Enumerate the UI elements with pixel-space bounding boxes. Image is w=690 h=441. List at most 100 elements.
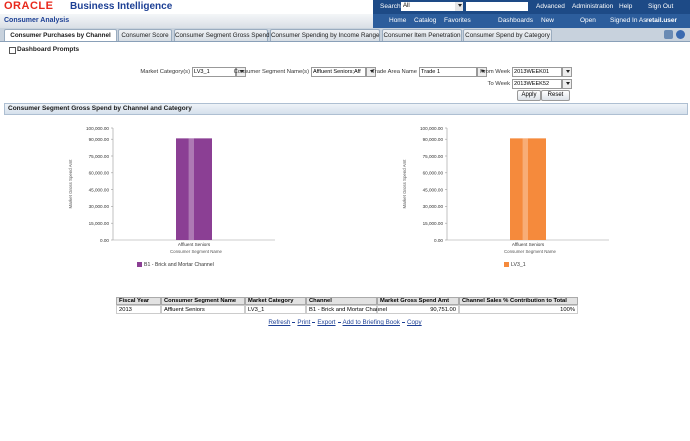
prompt-label: From Week bbox=[480, 69, 510, 75]
app-title: Business Intelligence bbox=[70, 1, 173, 12]
dashboard-title: Consumer Analysis bbox=[4, 17, 70, 24]
section-title: Consumer Segment Gross Spend by Channel … bbox=[8, 105, 192, 112]
x-axis-label: Consumer Segment Name bbox=[504, 249, 557, 254]
prompt-label: Consumer Segment Name(s) bbox=[233, 69, 309, 75]
table-cell: 100% bbox=[459, 305, 578, 314]
table-cell: Affluent Seniors bbox=[161, 305, 245, 314]
report-link[interactable]: Add to Briefing Book bbox=[342, 319, 400, 326]
table-header: Fiscal Year bbox=[116, 297, 161, 305]
bar bbox=[176, 138, 212, 240]
search-scope[interactable]: All bbox=[401, 2, 455, 11]
y-tick-label: 30,000.00 bbox=[89, 204, 110, 209]
prompt-value[interactable]: Trade 1 bbox=[419, 67, 477, 77]
report-link[interactable]: Refresh bbox=[268, 319, 291, 326]
link-separator bbox=[337, 322, 341, 323]
link-separator bbox=[292, 322, 296, 323]
search-box[interactable] bbox=[466, 2, 528, 11]
y-tick-label: 60,000.00 bbox=[423, 171, 444, 176]
x-tick-label: Affluent Seniors bbox=[512, 242, 545, 247]
prompt-dropdown[interactable] bbox=[366, 67, 376, 77]
y-tick-label: 0.00 bbox=[434, 238, 443, 243]
nav-item[interactable]: New bbox=[541, 17, 555, 24]
legend-swatch bbox=[504, 262, 509, 267]
prompt-dropdown[interactable] bbox=[236, 67, 246, 77]
x-tick-label: Affluent Seniors bbox=[178, 242, 211, 247]
y-axis-label: Market Gross Spend Amt bbox=[402, 159, 407, 209]
prompt-value[interactable]: LV3_1 bbox=[192, 67, 236, 77]
top-link[interactable]: Sign Out bbox=[648, 3, 674, 10]
prompt-dropdown[interactable] bbox=[477, 67, 487, 77]
table-header: Market Category bbox=[245, 297, 306, 305]
signed-in-label: Signed In As bbox=[610, 17, 647, 24]
prompts-title: Dashboard Prompts bbox=[17, 46, 80, 53]
table-header: Consumer Segment Name bbox=[161, 297, 245, 305]
page-options-icon[interactable] bbox=[664, 30, 673, 39]
table-header: Channel Sales % Contribution to Total bbox=[459, 297, 578, 305]
y-tick-label: 90,000.00 bbox=[89, 137, 110, 142]
top-link[interactable]: Advanced bbox=[536, 3, 565, 10]
prompt-value[interactable]: 2013WEEK01 bbox=[512, 67, 562, 77]
prompt-button[interactable]: Apply bbox=[517, 90, 541, 101]
search-scope-arrow[interactable] bbox=[455, 2, 463, 11]
nav-item[interactable]: Favorites bbox=[444, 17, 471, 24]
dashboard-tab[interactable]: Consumer Item Penetration bbox=[382, 29, 462, 41]
collapse-icon[interactable] bbox=[9, 47, 16, 54]
y-tick-label: 15,000.00 bbox=[423, 221, 444, 226]
top-link[interactable]: Administration bbox=[572, 3, 614, 10]
prompt-label: Trade Area Name bbox=[371, 69, 417, 75]
y-tick-label: 30,000.00 bbox=[423, 204, 444, 209]
y-axis-label: Market Gross Spend Amt bbox=[68, 159, 73, 209]
legend-swatch bbox=[137, 262, 142, 267]
table-cell: 90,751.00 bbox=[377, 305, 459, 314]
top-link[interactable]: Help bbox=[619, 3, 633, 10]
y-tick-label: 60,000.00 bbox=[89, 171, 110, 176]
report-links: Refresh Print Export Add to Briefing Book Co… bbox=[0, 319, 690, 326]
charts: 0.00 15,000.00 30,000.00 45,000.00 60,000.00… bbox=[68, 126, 609, 268]
prompt-button[interactable]: Reset bbox=[541, 90, 570, 101]
prompt-dropdown[interactable] bbox=[562, 67, 572, 77]
help-icon[interactable] bbox=[676, 30, 685, 39]
y-tick-label: 90,000.00 bbox=[423, 137, 444, 142]
y-tick-label: 75,000.00 bbox=[89, 154, 110, 159]
legend-label: B1 - Brick and Mortar Channel bbox=[144, 262, 214, 268]
prompt-label: To Week bbox=[487, 81, 510, 87]
report-link[interactable]: Copy bbox=[406, 319, 422, 326]
prompt-value[interactable]: 2013WEEK52 bbox=[512, 79, 562, 89]
table-cell: 2013 bbox=[116, 305, 161, 314]
prompt-value[interactable]: Affluent Seniors;Aff bbox=[311, 67, 366, 77]
table-cell: B1 - Brick and Mortar Channel bbox=[306, 305, 387, 314]
nav-bar bbox=[373, 14, 690, 28]
x-axis-label: Consumer Segment Name bbox=[170, 249, 223, 254]
dashboard-tab[interactable]: Consumer Purchases by Channel bbox=[4, 29, 117, 41]
bar bbox=[510, 138, 546, 240]
dashboard-tab[interactable]: Consumer Score bbox=[118, 29, 172, 41]
table-header: Channel bbox=[306, 297, 377, 305]
table-cell: LV3_1 bbox=[245, 305, 306, 314]
y-tick-label: 100,000.00 bbox=[86, 126, 109, 131]
bar-highlight bbox=[522, 138, 528, 240]
logo: ORACLE bbox=[4, 0, 54, 12]
y-tick-label: 100,000.00 bbox=[420, 126, 443, 131]
dashboard-tab[interactable]: Consumer Spending by Income Range bbox=[270, 29, 380, 41]
prompt-dropdown[interactable] bbox=[562, 79, 572, 89]
report-link[interactable]: Print bbox=[297, 319, 311, 326]
y-tick-label: 0.00 bbox=[100, 238, 109, 243]
y-tick-label: 45,000.00 bbox=[89, 187, 110, 192]
dashboard-tab[interactable]: Consumer Spend by Category bbox=[463, 29, 552, 41]
y-tick-label: 45,000.00 bbox=[423, 187, 444, 192]
nav-item[interactable]: Home bbox=[389, 17, 407, 24]
report-link[interactable]: Export bbox=[317, 319, 336, 326]
bar-highlight bbox=[188, 138, 194, 240]
nav-item[interactable]: Dashboards bbox=[498, 17, 534, 24]
prompt-label: Market Category(s) bbox=[140, 69, 190, 75]
table-header: Market Gross Spend Amt bbox=[377, 297, 459, 305]
nav-item[interactable]: Catalog bbox=[414, 17, 437, 24]
search-label: Search bbox=[380, 3, 401, 10]
link-separator bbox=[312, 322, 316, 323]
link-separator bbox=[401, 322, 405, 323]
y-tick-label: 75,000.00 bbox=[423, 154, 444, 159]
user-name[interactable]: retail.user bbox=[646, 17, 678, 24]
nav-item[interactable]: Open bbox=[580, 17, 596, 24]
dashboard-tab[interactable]: Consumer Segment Gross Spend bbox=[174, 29, 270, 41]
